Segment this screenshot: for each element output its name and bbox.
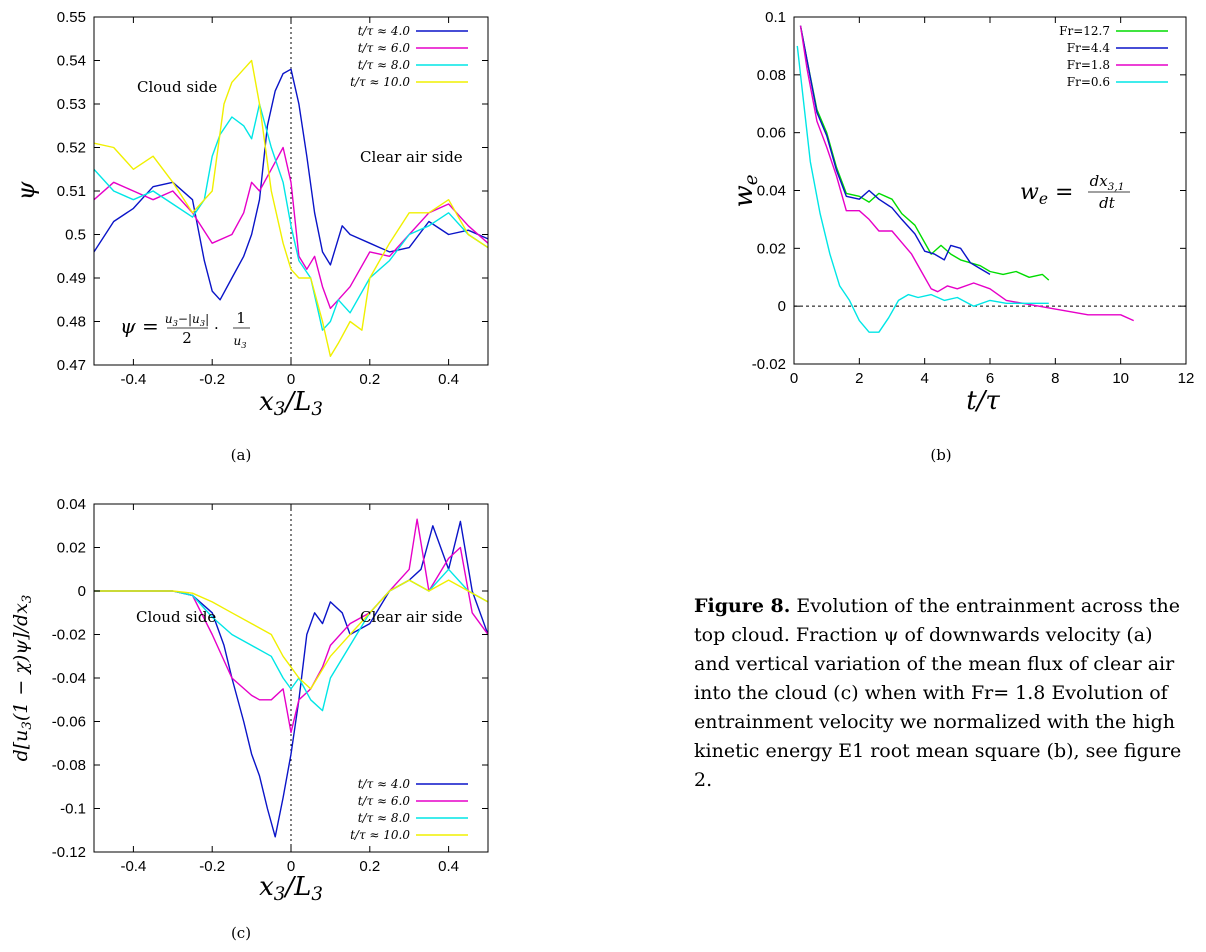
formula-psi-fraction: u3−|u3|2 · 1 u3: [165, 309, 250, 350]
y-tick-label: 0.1: [765, 9, 786, 26]
series-line-2: [799, 25, 1134, 322]
legend-label-3: t/τ ≈ 10.0: [350, 75, 410, 89]
x-tick-label: -0.2: [199, 371, 225, 388]
x-tick-label: -0.4: [120, 371, 146, 388]
xlabel-b: t/τ: [966, 386, 1000, 416]
annotation-clear-air-side-c: Clear air side: [360, 608, 463, 626]
annotation-cloud-side-a: Cloud side: [137, 78, 217, 96]
series-line-1: [94, 146, 488, 310]
y-tick-label: 0.04: [757, 183, 786, 200]
legend-label-3: Fr=0.6: [1067, 75, 1110, 89]
legend-label-2: Fr=1.8: [1067, 58, 1110, 72]
x-tick-label: 2: [855, 370, 863, 387]
y-tick-label: 0.06: [757, 125, 786, 142]
legend-label-1: t/τ ≈ 6.0: [358, 794, 411, 808]
x-tick-label: 12: [1178, 370, 1195, 387]
legend-label-3: t/τ ≈ 10.0: [350, 828, 410, 842]
legend-label-2: t/τ ≈ 8.0: [358, 811, 411, 825]
formula-psi: ψ =: [120, 314, 159, 338]
y-tick-label: -0.02: [752, 356, 786, 373]
x-tick-label: 0: [287, 858, 295, 875]
svg-text:·: ·: [214, 319, 219, 337]
y-tick-label: 0: [78, 583, 86, 600]
y-tick-label: 0.5: [65, 227, 86, 244]
x-tick-label: 10: [1112, 370, 1129, 387]
y-tick-label: -0.04: [52, 670, 86, 687]
legend-label-1: Fr=4.4: [1067, 41, 1111, 55]
y-tick-label: 0.02: [757, 240, 786, 257]
series-line-0: [799, 25, 1050, 281]
svg-text:dt: dt: [1099, 194, 1116, 212]
series-group: [94, 59, 488, 357]
x-tick-label: -0.4: [120, 858, 146, 875]
series-line-2: [94, 103, 488, 331]
svg-text:1: 1: [236, 309, 246, 327]
legend-label-1: t/τ ≈ 6.0: [358, 41, 411, 55]
y-tick-label: 0.54: [57, 53, 86, 70]
x-tick-label: 6: [986, 370, 994, 387]
xlabel-a: x3/L3: [259, 387, 323, 420]
y-tick-label: 0.47: [57, 357, 86, 374]
y-tick-label: -0.12: [52, 844, 86, 861]
x-tick-label: 0: [287, 371, 295, 388]
series-line-0: [94, 520, 488, 838]
legend-label-0: t/τ ≈ 4.0: [358, 777, 411, 791]
series-group: [796, 25, 1134, 333]
panel-label-c: (c): [231, 924, 251, 942]
xlabel-c: x3/L3: [259, 872, 323, 905]
panel-label-b: (b): [930, 446, 951, 464]
y-tick-label: 0: [778, 298, 786, 315]
svg-text:u3−|u3|: u3−|u3|: [165, 312, 209, 328]
y-tick-label: 0.51: [57, 183, 86, 200]
x-tick-label: 0: [790, 370, 798, 387]
x-tick-label: 0.4: [438, 858, 459, 875]
svg-text:we =: we =: [1020, 180, 1073, 208]
chart-c: -0.4 -0.2 0 0.2 0.4 -0.12 -0.1 -0.08 -0.06 -0.04 -…: [52, 496, 489, 875]
y-tick-label: 0.52: [57, 140, 86, 157]
series-line-3: [796, 45, 1049, 333]
legend-label-0: Fr=12.7: [1059, 24, 1110, 38]
plot-frame: [793, 16, 1187, 365]
svg-text:u3: u3: [233, 334, 246, 350]
annotation-cloud-side-c: Cloud side: [136, 608, 216, 626]
series-group: [94, 518, 488, 838]
chart-a: -0.4 -0.2 0 0.2 0.4 0.47 0.48 0.49 0.5 0.51 0.52 0.…: [57, 9, 489, 388]
ylabel-c: d[u3(1 − χ)ψ]/dx3: [10, 595, 35, 762]
y-tick-label: 0.53: [57, 96, 86, 113]
series-line-1: [799, 25, 991, 276]
y-tick-label: -0.02: [52, 627, 86, 644]
x-tick-label: 0.4: [438, 371, 459, 388]
y-tick-label: 0.48: [57, 314, 86, 331]
x-tick-label: -0.2: [199, 858, 225, 875]
y-tick-label: 0.08: [757, 67, 786, 84]
caption-figure-label: Figure 8.: [694, 595, 791, 617]
formula-we: we = dx3,1dt: [1020, 172, 1130, 212]
y-tick-label: -0.06: [52, 714, 86, 731]
y-tick-label: -0.08: [52, 757, 86, 774]
chart-b: 0 2 4 6 8 10 12-0.0200.020.040.060.080.1Fr=12.…: [752, 9, 1195, 387]
x-tick-label: 0.2: [359, 371, 380, 388]
legend-label-2: t/τ ≈ 8.0: [358, 58, 411, 72]
y-tick-label: 0.02: [57, 540, 86, 557]
panel-label-a: (a): [231, 446, 252, 464]
series-line-0: [94, 68, 488, 301]
ylabel-b: we: [729, 174, 762, 207]
y-tick-label: 0.49: [57, 270, 86, 287]
svg-text:2: 2: [182, 329, 192, 347]
figure-caption: Figure 8. Evolution of the entrainment a…: [694, 592, 1194, 795]
x-tick-label: 4: [920, 370, 928, 387]
y-tick-label: 0.04: [57, 496, 86, 513]
x-tick-label: 8: [1051, 370, 1059, 387]
series-line-3: [94, 59, 488, 357]
svg-text:dx3,1: dx3,1: [1090, 172, 1125, 193]
series-line-3: [94, 579, 488, 690]
annotation-clear-air-side-a: Clear air side: [360, 148, 463, 166]
y-tick-label: -0.1: [60, 801, 86, 818]
ylabel-a: ψ: [12, 180, 40, 200]
y-tick-label: 0.55: [57, 9, 86, 26]
caption-text: Evolution of the entrainment across the …: [694, 595, 1182, 791]
x-tick-label: 0.2: [359, 858, 380, 875]
legend-label-0: t/τ ≈ 4.0: [358, 24, 411, 38]
